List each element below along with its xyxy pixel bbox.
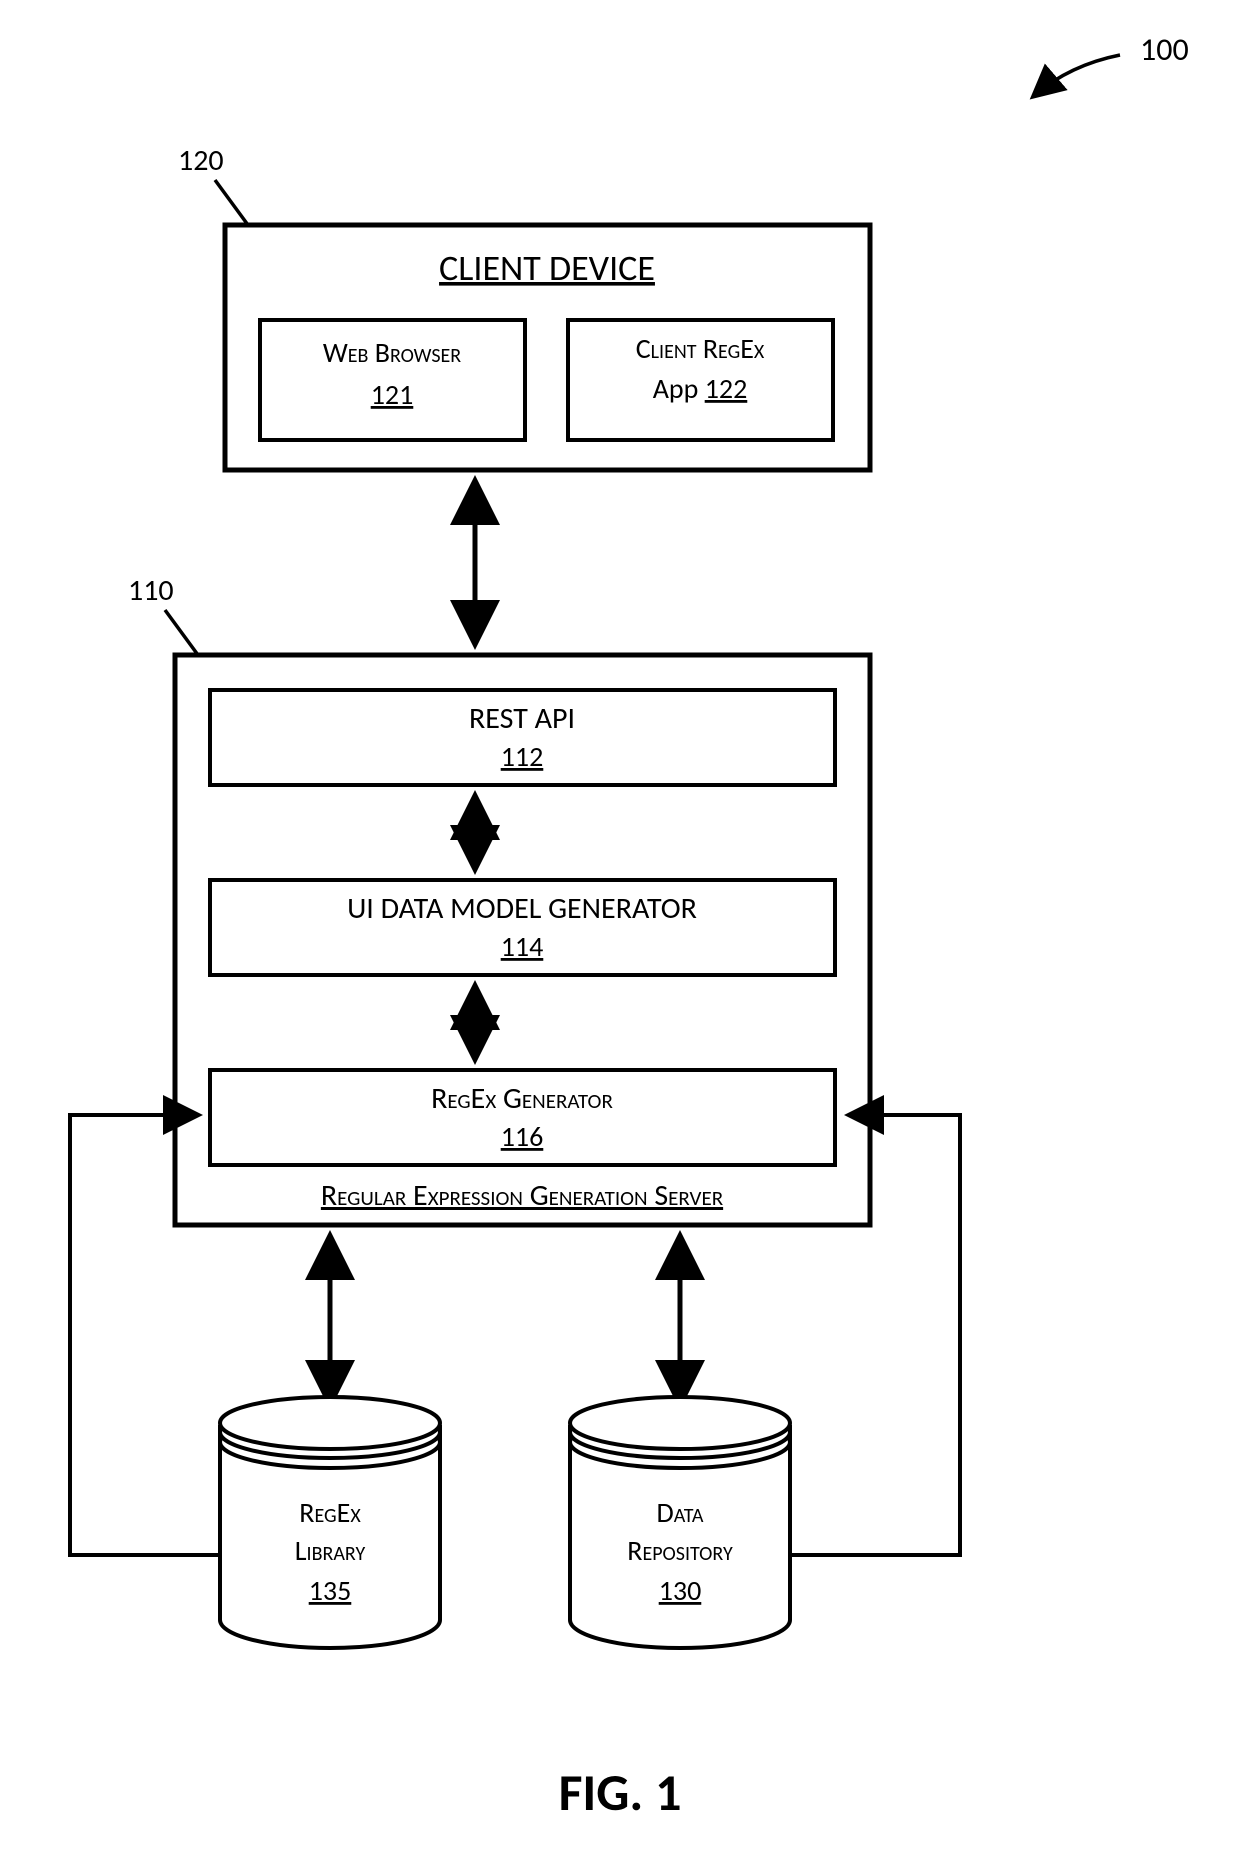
- overall-ref: 100: [1035, 30, 1189, 95]
- rest-api-ref: 112: [501, 739, 544, 774]
- web-browser-block: Web Browser 121: [260, 320, 525, 440]
- web-browser-ref: 121: [371, 377, 414, 412]
- data-repo-label-top: Data: [657, 1495, 704, 1530]
- ui-model-block: UI DATA MODEL GENERATOR 114: [210, 880, 835, 975]
- overall-ref-label: 100: [1140, 30, 1189, 69]
- rest-api-label: REST API: [469, 700, 575, 737]
- data-repo-ref: 130: [659, 1573, 702, 1608]
- ui-model-ref: 114: [501, 929, 544, 964]
- data-repo-label-bot: Repository: [627, 1533, 733, 1568]
- server-ref-label: 110: [128, 572, 174, 609]
- regex-lib-ref: 135: [309, 1573, 352, 1608]
- data-repository-db: Data Repository 130: [570, 1397, 790, 1648]
- rest-api-block: REST API 112: [210, 690, 835, 785]
- client-ref-label: 120: [178, 142, 224, 179]
- regex-lib-label-bot: Library: [295, 1533, 366, 1568]
- server-title: Regular Expression Generation Server: [321, 1177, 724, 1214]
- client-regex-app-block: Client RegEx App 122: [568, 320, 833, 440]
- figure-caption: FIG. 1: [559, 1760, 682, 1824]
- regex-gen-block: RegEx Generator 116: [210, 1070, 835, 1165]
- web-browser-label: Web Browser: [323, 335, 461, 370]
- ui-model-label: UI DATA MODEL GENERATOR: [347, 890, 697, 927]
- client-regex-app-label-bot: App 122: [653, 371, 748, 406]
- client-device-block: 120 CLIENT DEVICE Web Browser 121 Client…: [178, 142, 870, 470]
- regex-library-db: RegEx Library 135: [220, 1397, 440, 1648]
- diagram-canvas: 100 120 CLIENT DEVICE Web Browser 121 Cl…: [0, 0, 1240, 1867]
- client-title: CLIENT DEVICE: [439, 246, 655, 290]
- connector-datarepo-to-regexgen: [790, 1115, 960, 1555]
- server-block: 110 REST API 112 UI DATA MODEL GENERATOR…: [128, 572, 870, 1225]
- regex-gen-ref: 116: [501, 1119, 544, 1154]
- regex-lib-label-top: RegEx: [299, 1495, 361, 1530]
- client-regex-app-label-top: Client RegEx: [636, 331, 765, 366]
- connector-regexlib-to-regexgen: [70, 1115, 220, 1555]
- regex-gen-label: RegEx Generator: [431, 1080, 613, 1117]
